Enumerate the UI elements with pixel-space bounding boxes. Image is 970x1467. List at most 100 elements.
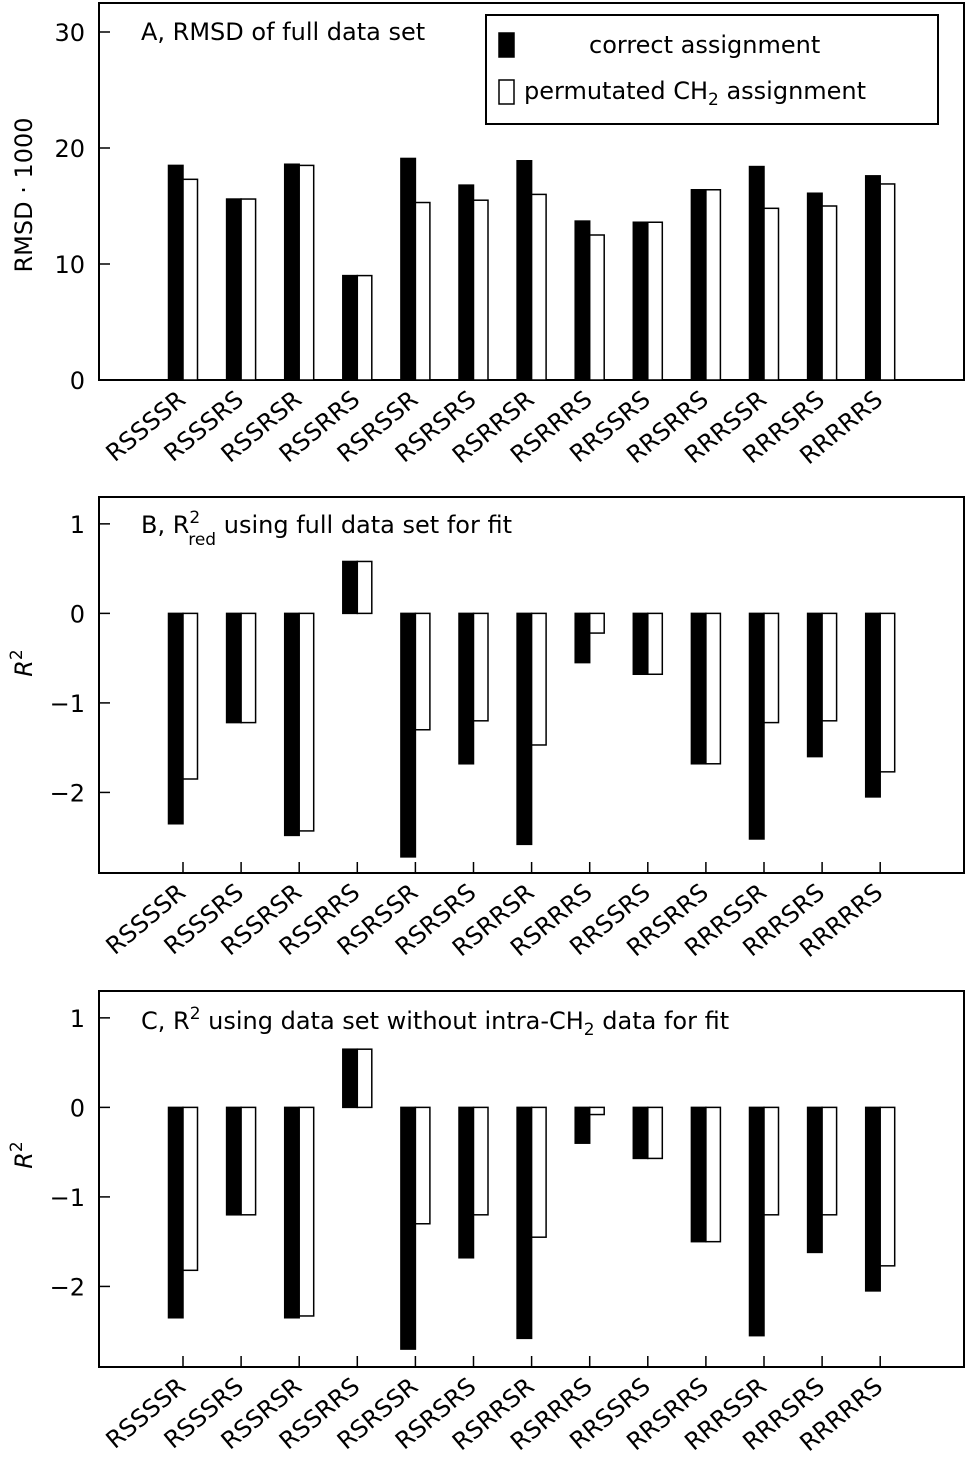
bar-correct bbox=[167, 612, 184, 825]
bar-permutated bbox=[472, 612, 489, 722]
y-tick-label: 20 bbox=[54, 135, 85, 163]
bar-permutated bbox=[240, 198, 257, 381]
bar-correct bbox=[342, 274, 359, 381]
legend-swatch-permutated bbox=[498, 79, 515, 105]
panel-a-title: A, RMSD of full data set bbox=[141, 18, 425, 46]
bar-permutated bbox=[182, 1106, 199, 1272]
bar-correct bbox=[458, 1106, 475, 1259]
bar-permutated bbox=[472, 1106, 489, 1216]
panel-b-ylabel: R2 bbox=[7, 649, 38, 677]
panel-b-title: B, R2 red using full data set for fit bbox=[141, 508, 512, 550]
bar-permutated bbox=[298, 1106, 315, 1317]
bar-correct bbox=[864, 612, 881, 798]
bar-permutated bbox=[763, 612, 780, 724]
bar-permutated bbox=[705, 612, 722, 765]
bar-permutated bbox=[821, 1106, 838, 1216]
bar-correct bbox=[632, 221, 649, 381]
bar-correct bbox=[632, 612, 649, 676]
bar-correct bbox=[516, 160, 533, 381]
bar-correct bbox=[283, 163, 300, 381]
bar-permutated bbox=[240, 612, 257, 724]
bar-permutated bbox=[414, 612, 431, 731]
y-tick-label: 0 bbox=[70, 367, 85, 395]
bar-permutated bbox=[530, 1106, 547, 1238]
bar-permutated bbox=[588, 612, 605, 634]
bar-permutated bbox=[588, 1106, 605, 1116]
panel-a-ylabel: RMSD · 1000 bbox=[10, 117, 38, 272]
bar-permutated bbox=[472, 199, 489, 381]
bar-correct bbox=[748, 612, 765, 840]
y-tick-label: 1 bbox=[70, 511, 85, 539]
bar-permutated bbox=[647, 1106, 664, 1160]
y-tick-label: −1 bbox=[50, 690, 85, 718]
legend-box bbox=[485, 14, 939, 125]
bar-correct bbox=[283, 1106, 300, 1319]
legend-label-correct: correct assignment bbox=[589, 31, 820, 59]
bar-permutated bbox=[530, 612, 547, 746]
bar-permutated bbox=[879, 1106, 896, 1267]
bar-correct bbox=[806, 192, 823, 381]
bar-correct bbox=[690, 189, 707, 381]
bar-permutated bbox=[298, 164, 315, 381]
bar-correct bbox=[806, 1106, 823, 1254]
bar-correct bbox=[632, 1106, 649, 1160]
bar-permutated bbox=[356, 560, 373, 615]
bar-permutated bbox=[821, 205, 838, 381]
bar-permutated bbox=[705, 1106, 722, 1243]
bar-correct bbox=[864, 175, 881, 381]
bar-permutated bbox=[182, 178, 199, 381]
bar-correct bbox=[748, 1106, 765, 1337]
bar-correct bbox=[574, 220, 591, 381]
y-tick-label: 30 bbox=[54, 19, 85, 47]
bar-correct bbox=[225, 1106, 242, 1216]
bar-correct bbox=[283, 612, 300, 837]
bar-permutated bbox=[588, 234, 605, 381]
bar-correct bbox=[748, 165, 765, 381]
bar-permutated bbox=[414, 201, 431, 381]
y-tick-label: 0 bbox=[70, 1094, 85, 1122]
bar-permutated bbox=[763, 1106, 780, 1216]
bar-permutated bbox=[414, 1106, 431, 1225]
bar-permutated bbox=[705, 189, 722, 381]
y-tick-label: 0 bbox=[70, 600, 85, 628]
bar-permutated bbox=[879, 612, 896, 773]
bar-correct bbox=[225, 612, 242, 724]
bar-correct bbox=[167, 1106, 184, 1319]
bar-correct bbox=[167, 164, 184, 381]
bar-permutated bbox=[298, 612, 315, 832]
bar-correct bbox=[516, 1106, 533, 1340]
bar-correct bbox=[400, 612, 417, 858]
bar-permutated bbox=[240, 1106, 257, 1216]
bar-permutated bbox=[821, 612, 838, 722]
bar-correct bbox=[806, 612, 823, 758]
bar-correct bbox=[342, 560, 359, 615]
bar-permutated bbox=[182, 612, 199, 780]
bar-permutated bbox=[530, 193, 547, 381]
y-tick-label: −2 bbox=[50, 779, 85, 807]
y-tick-label: 10 bbox=[54, 251, 85, 279]
bar-correct bbox=[690, 612, 707, 765]
bar-permutated bbox=[647, 221, 664, 381]
bar-correct bbox=[225, 198, 242, 381]
y-tick-label: 1 bbox=[70, 1005, 85, 1033]
panel-c-ylabel: R2 bbox=[7, 1141, 38, 1169]
panel-c-title: C, R2 using data set without intra-CH2 d… bbox=[141, 1004, 729, 1040]
y-tick-label: −2 bbox=[50, 1273, 85, 1301]
legend: correct assignment permutated CH2 assign… bbox=[485, 14, 939, 125]
bar-correct bbox=[342, 1048, 359, 1109]
bar-permutated bbox=[356, 274, 373, 381]
bar-permutated bbox=[647, 612, 664, 676]
legend-swatch-correct bbox=[498, 32, 515, 58]
legend-label-permutated: permutated CH2 assignment bbox=[524, 77, 866, 110]
bar-permutated bbox=[356, 1048, 373, 1109]
bar-correct bbox=[516, 612, 533, 846]
bar-correct bbox=[574, 612, 591, 664]
bar-permutated bbox=[763, 207, 780, 381]
bar-correct bbox=[864, 1106, 881, 1292]
bar-correct bbox=[690, 1106, 707, 1243]
bar-correct bbox=[400, 157, 417, 381]
bar-correct bbox=[574, 1106, 591, 1144]
bar-correct bbox=[400, 1106, 417, 1350]
y-tick-label: −1 bbox=[50, 1184, 85, 1212]
